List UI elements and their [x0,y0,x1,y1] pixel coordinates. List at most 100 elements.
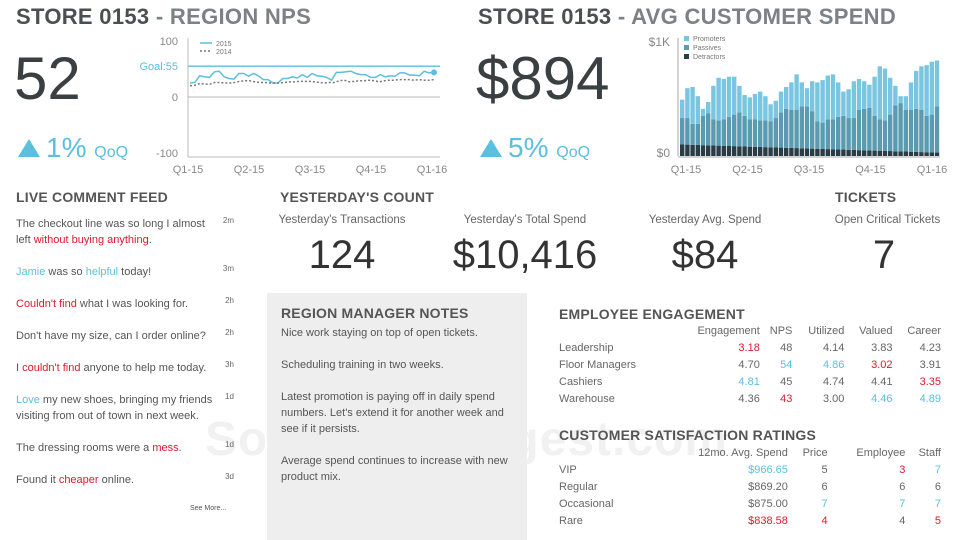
comment-fragment: The dressing rooms were a [16,442,153,454]
row-label: Regular [559,480,598,493]
comment-fragment: Found it [16,474,59,486]
nps-line-chart: 100 0 -100 Goal:55 Q1-15 Q2-15 Q3-15 Q4-15 Q1-16… [139,36,447,176]
table-cell: $966.65 [748,463,788,476]
table-cell: 6 [821,480,828,493]
table-row: VIP $966.65 5 3 7 [559,461,941,478]
bar-passives [903,110,908,152]
table-cell: 4.36 [738,392,760,405]
legend-label: Promoters [693,36,726,43]
table-cell: 4.86 [822,358,845,371]
bar-promoters [752,93,758,120]
row-label: VIP [559,463,577,476]
table-row: Warehouse 4.36 43 3.00 4.46 4.89 [559,390,941,407]
bar-promoters [851,81,856,119]
bar-promoters [778,91,784,113]
bar-passives [742,115,747,147]
bar-promoters [747,97,752,120]
comment-item[interactable]: Love my new shoes, bringing my friends v… [16,392,234,424]
legend-label: 2015 [216,41,232,48]
table-cell: 5 [934,514,941,527]
bar-detractors [867,150,872,156]
bar-promoters [846,89,851,119]
bar-promoters [810,81,815,112]
comment-text: Love my new shoes, bringing my friends v… [16,392,216,424]
comment-time: 2h [225,328,234,337]
bar-detractors [929,152,934,156]
comment-time: 1d [225,392,234,401]
comment-time: 1d [225,440,234,449]
column-header: 12mo. Avg. Spend [698,446,788,459]
bar-detractors [893,151,898,156]
bar-passives [778,112,784,148]
table-cell: 7 [821,497,828,510]
legend-label: Passives [693,45,722,52]
bar-passives [721,119,726,146]
bar-passives [830,119,836,150]
row-label: Occasional [559,497,614,510]
spend-value: $894 [476,45,610,112]
comment-item[interactable]: The dressing rooms were a mess. 1d [16,440,234,456]
bar-passives [872,115,877,151]
bar-passives [711,119,716,146]
column-header: Price [802,446,828,459]
avg-spend-value: $84 [671,233,739,277]
table-cell: 6 [934,480,941,493]
bar-detractors [742,146,747,156]
comment-item[interactable]: I couldn't find anyone to help me today.… [16,360,234,376]
bar-passives [768,121,773,148]
note-item: Nice work staying on top of open tickets… [281,327,478,339]
comment-fragment: The checkout line was so long I almost l… [16,218,205,246]
engagement-table: Engagement NPS Utilized Valued Career Leaders… [559,322,941,407]
bar-detractors [716,145,721,156]
bar-detractors [752,146,758,156]
table-cell: 4.70 [738,358,760,371]
bar-passives [732,114,737,147]
comment-item[interactable]: Found it cheaper online. 3d [16,472,234,488]
bar-passives [877,119,882,151]
comment-fragment: I [16,362,23,374]
bar-detractors [747,146,752,156]
highlight-red: mess [152,442,179,454]
highlight-red: cheaper [58,474,99,486]
table-cell: 4.23 [919,341,941,354]
bar-detractors [877,150,882,156]
legend-swatch [684,36,689,41]
bar-passives [908,110,914,152]
comment-item[interactable]: Don't have my size, can I order online? 2… [16,328,234,344]
bar-passives [882,120,888,151]
y-tick-label: 0 [172,92,178,104]
see-more-link[interactable]: See More... [190,505,227,512]
comment-time: 2m [222,216,234,225]
legend-swatch [684,45,689,50]
bar-promoters [815,82,820,122]
bar-detractors [924,152,929,156]
table-row: Occasional $875.00 7 7 7 [559,495,941,512]
bar-promoters [763,96,768,121]
highlight-blue: Love [16,394,40,406]
bar-promoters [867,84,872,108]
comment-item[interactable]: Jamie was so helpful today! 3m [16,264,234,280]
bar-passives [934,106,940,153]
bar-detractors [773,147,778,156]
bar-promoters [685,88,690,119]
bar-passives [856,110,862,151]
y-tick-label: -100 [156,148,178,160]
table-cell: 7 [934,497,941,510]
comment-item[interactable]: Couldn't find what I was looking for. 2h [16,296,234,312]
bar-detractors [711,145,716,156]
spend-change-label: QoQ [556,144,591,161]
bar-promoters [825,75,830,120]
row-label: Leadership [559,341,614,354]
bar-passives [716,120,721,146]
x-tick-label: Q4-15 [356,164,387,176]
comment-fragment: anyone to help me today. [80,362,207,374]
bar-detractors [846,149,851,156]
tickets-title: TICKETS [835,189,897,205]
bar-detractors [700,145,706,156]
comment-item[interactable]: The checkout line was so long I almost l… [16,216,234,248]
legend-label: 2014 [216,49,232,56]
y-tick-label: $1K [649,35,670,49]
bar-detractors [763,147,768,156]
bar-promoters [888,77,893,115]
bar-promoters [799,82,804,107]
